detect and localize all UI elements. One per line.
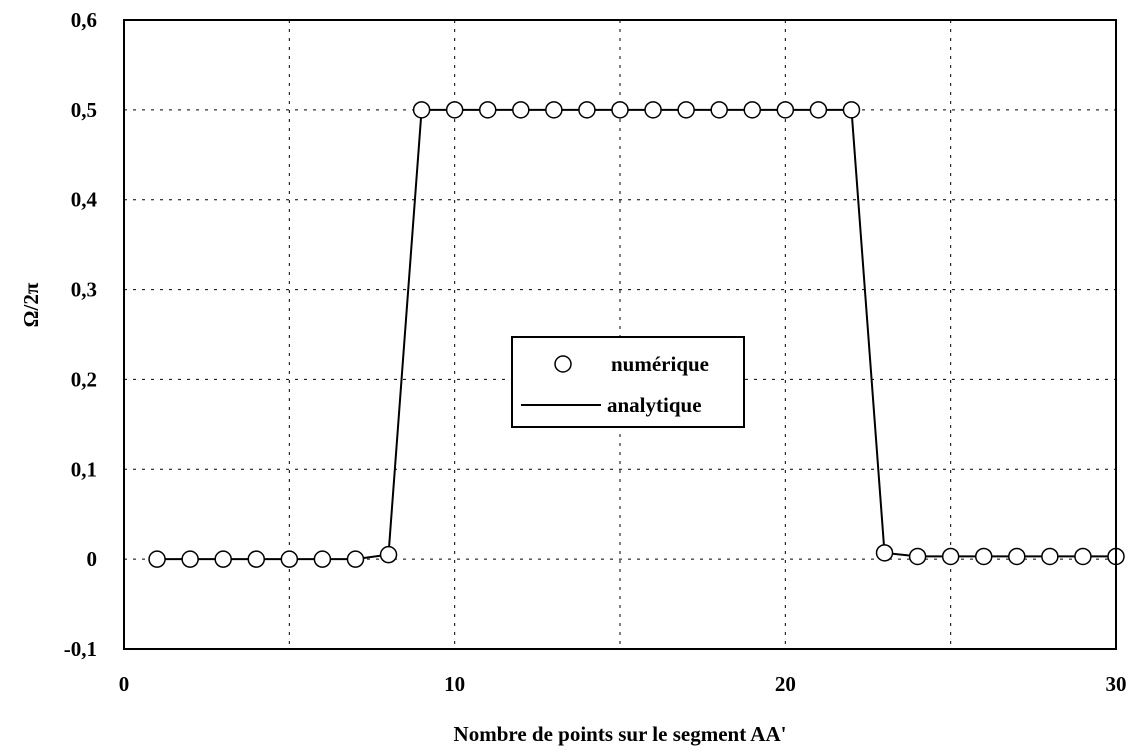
data-point-numerique xyxy=(974,547,993,566)
y-tick-label: 0,4 xyxy=(71,188,98,212)
data-point-numerique xyxy=(379,545,398,564)
data-point-numerique xyxy=(644,101,662,119)
data-point-numerique xyxy=(181,550,199,568)
data-point-numerique xyxy=(809,101,828,119)
x-tick-label: 0 xyxy=(119,672,130,696)
data-point-numerique xyxy=(611,101,629,119)
y-tick-label: -0,1 xyxy=(64,637,97,661)
data-point-numerique xyxy=(247,550,266,568)
data-point-numerique xyxy=(743,101,762,119)
y-tick-label: 0,6 xyxy=(71,8,97,32)
data-point-numerique xyxy=(710,101,728,119)
data-point-numerique xyxy=(1008,547,1026,566)
data-point-numerique xyxy=(1041,547,1059,566)
legend-label-numerique: numérique xyxy=(611,352,709,376)
legend-label-analytique: analytique xyxy=(607,393,702,417)
y-tick-labels: -0,1 0 0,1 0,2 0,3 0,4 0,5 0,6 xyxy=(64,8,98,661)
x-tick-label: 20 xyxy=(775,672,796,696)
data-point-numerique xyxy=(908,547,927,566)
data-point-numerique xyxy=(1074,547,1092,566)
series-layer xyxy=(148,101,1125,568)
x-tick-labels: 0 10 20 30 xyxy=(119,672,1127,696)
legend: numérique analytique xyxy=(511,336,745,428)
data-point-numerique xyxy=(512,101,530,119)
data-point-numerique xyxy=(941,547,960,566)
y-tick-label: 0,5 xyxy=(71,98,97,122)
data-point-numerique xyxy=(412,101,431,119)
data-point-numerique xyxy=(842,101,861,119)
plot-frame xyxy=(123,19,1117,650)
data-point-numerique xyxy=(445,101,464,119)
data-point-numerique xyxy=(346,550,365,568)
legend-box xyxy=(511,336,745,428)
y-tick-label: 0,1 xyxy=(71,457,97,481)
data-point-numerique xyxy=(478,101,497,119)
x-tick-label: 30 xyxy=(1106,672,1127,696)
y-tick-label: 0,2 xyxy=(71,367,97,391)
data-point-numerique xyxy=(280,550,299,568)
data-point-numerique xyxy=(148,550,166,568)
data-point-numerique xyxy=(776,101,795,119)
x-tick-label: 10 xyxy=(444,672,465,696)
y-tick-label: 0,3 xyxy=(71,278,97,302)
data-point-numerique xyxy=(875,544,894,562)
y-axis-title: Ω/2π xyxy=(19,282,43,327)
x-axis-title: Nombre de points sur le segment AA' xyxy=(454,722,787,746)
data-point-numerique xyxy=(677,101,695,119)
legend-marker-numerique xyxy=(554,355,572,373)
data-point-numerique xyxy=(313,550,332,568)
data-point-numerique xyxy=(214,550,232,568)
data-point-numerique xyxy=(545,101,563,119)
y-tick-label: 0 xyxy=(87,547,98,571)
series-line-analytique xyxy=(157,108,1116,561)
data-point-numerique xyxy=(578,101,596,119)
